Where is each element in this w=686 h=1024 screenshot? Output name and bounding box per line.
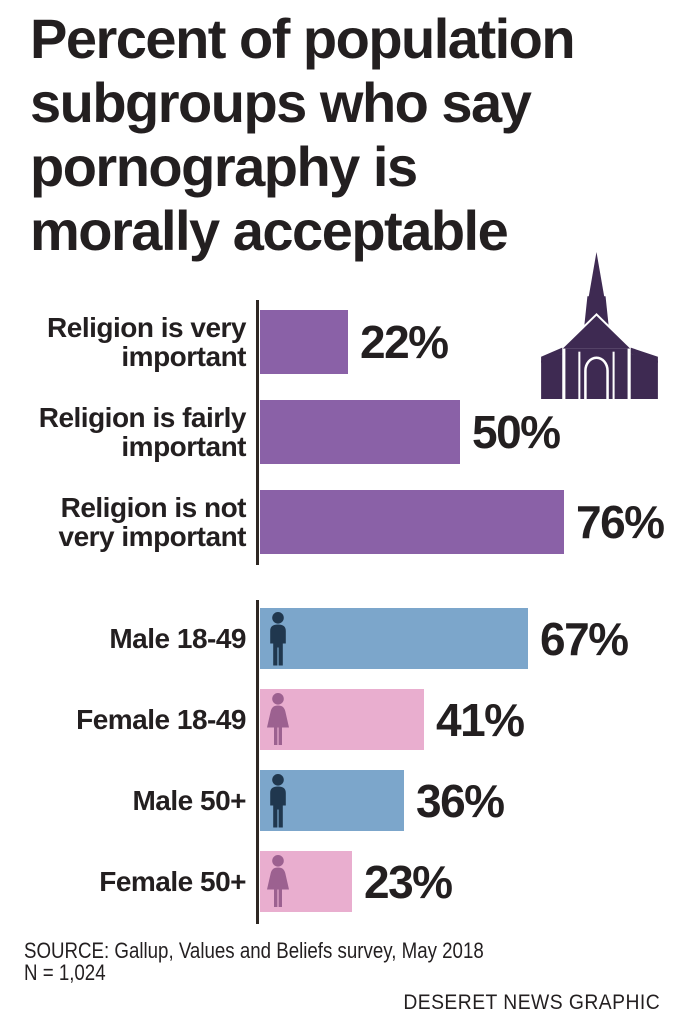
category-label-line: Religion is not bbox=[60, 492, 247, 523]
category-label-line: very important bbox=[58, 521, 247, 552]
bar-religion-is-very-important bbox=[260, 310, 348, 374]
bar-religion-is-fairly-important bbox=[260, 400, 460, 464]
category-label-line: Male 50+ bbox=[132, 785, 246, 816]
category-label-religion-is-fairly-important: Religion is fairly important bbox=[0, 400, 247, 464]
value-label-female-18-49: 41% bbox=[436, 693, 525, 746]
bar-male-50 bbox=[260, 770, 404, 831]
chart-title-line-2: subgroups who say bbox=[30, 71, 532, 134]
bar-female-18-49 bbox=[260, 689, 424, 750]
credit-line: DESERET NEWS GRAPHIC bbox=[403, 991, 660, 1014]
bar-male-18-49 bbox=[260, 608, 528, 669]
sample-size: N = 1,024 bbox=[24, 960, 106, 985]
category-label-male-50: Male 50+ bbox=[0, 770, 246, 831]
category-label-line: important bbox=[121, 341, 246, 372]
female-person-icon bbox=[267, 854, 289, 907]
category-label-line: Male 18-49 bbox=[109, 623, 246, 654]
category-label-female-18-49: Female 18-49 bbox=[0, 689, 246, 750]
category-label-female-50: Female 50+ bbox=[0, 851, 246, 912]
source-note: SOURCE: Gallup, Values and Beliefs surve… bbox=[24, 940, 484, 984]
value-label-female-50: 23% bbox=[364, 855, 453, 908]
category-label-line: Religion is fairly bbox=[38, 402, 247, 433]
value-label-religion-is-not-very-important: 76% bbox=[576, 496, 665, 548]
gender-axis-line bbox=[256, 600, 259, 924]
male-person-icon bbox=[270, 773, 286, 827]
category-label-line: Religion is very bbox=[47, 312, 246, 343]
category-label-line: Female 50+ bbox=[99, 866, 246, 897]
category-label-religion-is-very-important: Religion is very important bbox=[0, 310, 246, 374]
chart-title-line-1: Percent of population bbox=[30, 7, 576, 70]
value-label-religion-is-fairly-important: 50% bbox=[472, 406, 561, 458]
female-person-icon bbox=[267, 692, 289, 745]
bar-female-50 bbox=[260, 851, 352, 912]
chart-title: Percent of population subgroups who say … bbox=[30, 7, 675, 263]
category-label-male-18-49: Male 18-49 bbox=[0, 608, 246, 669]
value-label-male-18-49: 67% bbox=[540, 612, 629, 665]
source-line: SOURCE: Gallup, Values and Beliefs surve… bbox=[24, 938, 484, 963]
value-label-religion-is-very-important: 22% bbox=[360, 316, 449, 368]
church-icon bbox=[541, 252, 658, 399]
chart-title-line-4: morally acceptable bbox=[30, 199, 509, 262]
male-person-icon bbox=[270, 611, 286, 665]
value-label-male-50: 36% bbox=[416, 774, 505, 827]
religion-axis-line bbox=[256, 300, 259, 565]
category-label-line: Female 18-49 bbox=[76, 704, 246, 735]
category-label-religion-is-not-very-important: Religion is not very important bbox=[0, 490, 247, 554]
category-label-line: important bbox=[121, 431, 246, 462]
chart-title-line-3: pornography is bbox=[30, 135, 418, 198]
bar-religion-is-not-very-important bbox=[260, 490, 564, 554]
